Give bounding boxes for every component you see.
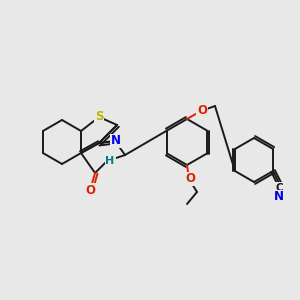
Text: H: H	[105, 156, 115, 166]
Text: O: O	[185, 172, 195, 185]
Text: O: O	[197, 104, 207, 118]
Text: N: N	[274, 190, 284, 203]
Text: S: S	[95, 110, 103, 122]
Text: O: O	[85, 184, 95, 196]
Text: N: N	[111, 134, 121, 148]
Text: C: C	[275, 183, 283, 193]
